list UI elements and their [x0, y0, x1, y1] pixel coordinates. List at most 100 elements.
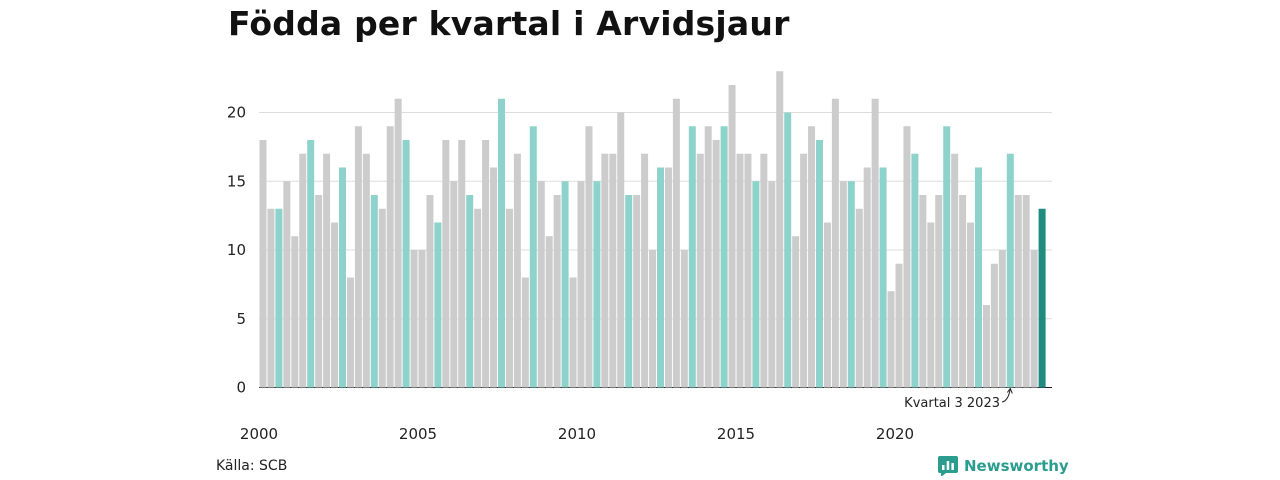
bar — [386, 126, 394, 388]
source-note: Källa: SCB — [216, 458, 288, 474]
bar — [680, 250, 688, 388]
bar — [625, 195, 633, 388]
x-tick-label: 2000 — [240, 425, 278, 443]
x-tick-label: 2010 — [558, 425, 596, 443]
bar — [275, 208, 283, 388]
bar — [482, 140, 490, 388]
bar — [839, 181, 847, 388]
bar — [474, 208, 482, 388]
bar — [331, 222, 339, 388]
bar — [498, 98, 505, 388]
bar — [362, 153, 370, 388]
bar — [816, 140, 823, 388]
bar — [927, 222, 935, 388]
bar — [911, 153, 919, 388]
bar — [426, 195, 434, 388]
bar — [442, 140, 450, 388]
bar — [760, 153, 768, 388]
bar — [601, 153, 609, 388]
bar — [291, 236, 299, 388]
bar — [1006, 153, 1014, 388]
bar — [354, 126, 362, 388]
bar — [712, 140, 720, 388]
annotation-arrowhead — [1006, 387, 1013, 394]
bar — [935, 195, 943, 388]
bar — [831, 98, 839, 388]
bar — [768, 181, 776, 388]
bar — [450, 181, 458, 388]
bar — [887, 291, 895, 388]
bar — [307, 140, 315, 388]
bar — [490, 167, 498, 388]
bar — [919, 195, 927, 388]
bar — [529, 126, 537, 388]
x-tick-label: 2005 — [399, 425, 437, 443]
bar — [998, 250, 1006, 388]
y-tick-label: 15 — [227, 172, 246, 190]
bar — [903, 126, 911, 388]
bar — [967, 222, 975, 388]
bar — [704, 126, 712, 388]
annotation-arrow — [1001, 388, 1011, 403]
y-tick-label: 0 — [236, 379, 246, 397]
bar — [800, 153, 808, 388]
brand-name: Newsworthy — [964, 457, 1069, 475]
bar — [513, 153, 521, 388]
bar — [283, 181, 291, 388]
bar — [744, 153, 752, 388]
bar — [1022, 195, 1030, 388]
bar — [593, 181, 601, 388]
newsworthy-logo-icon — [938, 456, 958, 476]
bar — [784, 112, 792, 388]
bar — [378, 208, 386, 388]
bar — [323, 153, 331, 388]
bar — [649, 250, 657, 388]
bar — [458, 140, 466, 388]
bar — [346, 277, 354, 388]
bar — [315, 195, 323, 388]
bar — [418, 250, 426, 388]
bar — [569, 277, 577, 388]
brand-logo[interactable]: Newsworthy — [938, 456, 1069, 476]
y-tick-label: 20 — [227, 104, 246, 122]
bar — [299, 153, 307, 388]
bar — [696, 153, 704, 388]
bar — [434, 222, 442, 388]
annotation: Kvartal 3 2023 — [904, 387, 1013, 411]
bar — [370, 195, 378, 388]
bar — [339, 167, 346, 388]
bar — [752, 181, 760, 388]
bar — [871, 98, 879, 388]
bar — [959, 195, 967, 388]
bar — [672, 98, 680, 388]
bar — [609, 153, 617, 388]
bar — [259, 140, 267, 388]
bar — [688, 126, 696, 388]
x-tick-label: 2015 — [717, 425, 755, 443]
bar — [617, 112, 625, 388]
bar — [633, 195, 641, 388]
bar — [577, 181, 585, 388]
x-tick-label: 2020 — [876, 425, 914, 443]
bar — [823, 222, 831, 388]
bar — [657, 167, 664, 388]
bar — [1014, 195, 1022, 388]
bar — [808, 126, 816, 388]
bar — [545, 236, 553, 388]
bar — [267, 208, 275, 388]
bar — [792, 236, 800, 388]
bar — [521, 277, 529, 388]
bar — [537, 181, 545, 388]
bar — [1038, 208, 1046, 388]
bar — [664, 167, 672, 388]
bar — [720, 126, 728, 388]
y-tick-label: 10 — [227, 241, 246, 259]
bar — [943, 126, 951, 388]
bar — [394, 98, 402, 388]
bar — [553, 195, 561, 388]
bar — [847, 181, 855, 388]
bar — [505, 208, 513, 388]
bar — [975, 167, 982, 388]
bar — [466, 195, 474, 388]
